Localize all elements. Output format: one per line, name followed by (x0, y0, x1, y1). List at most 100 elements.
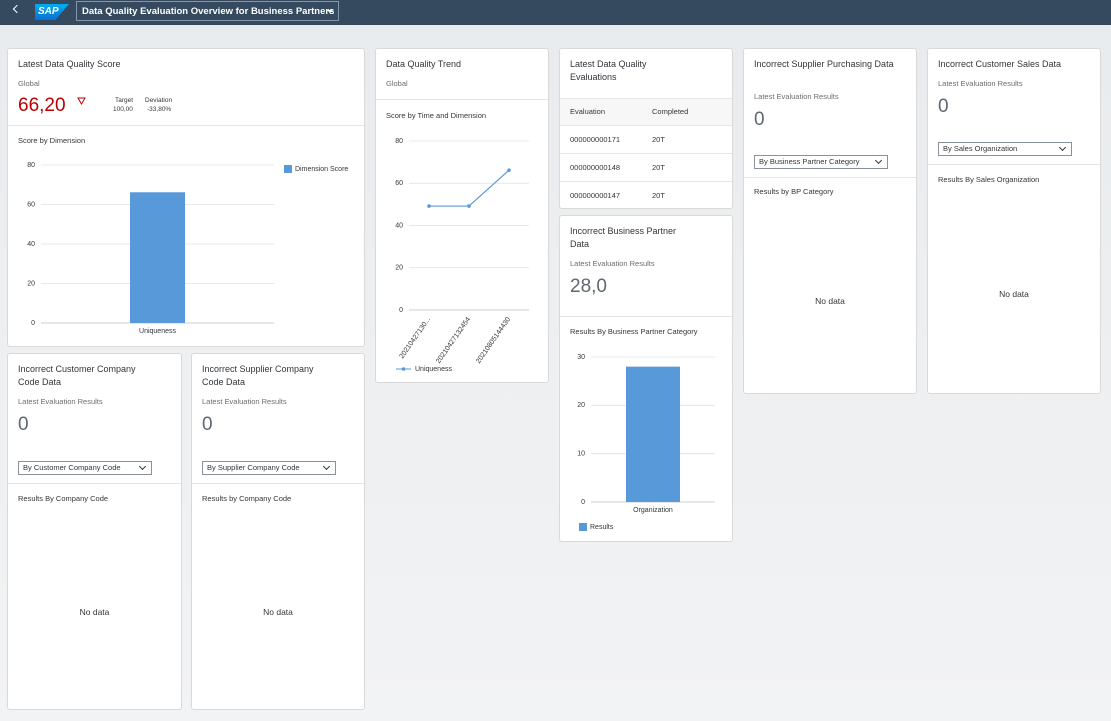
kpi: 28,0 (570, 276, 607, 297)
dropdown[interactable]: By Business Partner Category (754, 155, 888, 169)
card-title: Incorrect Customer Sales Data (938, 59, 1062, 69)
trend-down-icon (77, 97, 86, 105)
y-tick-label: 10 (577, 451, 585, 458)
customer-sales-card[interactable]: Incorrect Customer Sales Data Latest Eva… (927, 48, 1101, 394)
card-subtitle: Global (18, 79, 40, 88)
y-tick-label: 30 (577, 354, 585, 361)
legend-label: Dimension Score (295, 166, 348, 173)
bp-card[interactable]: Incorrect Business Partner Data Latest E… (559, 215, 733, 542)
trend-card[interactable]: Data Quality Trend Global Score by Time … (375, 48, 549, 383)
legend-swatch (284, 165, 292, 173)
back-button[interactable] (12, 4, 22, 14)
supplier-purchasing-card[interactable]: Incorrect Supplier Purchasing Data Lates… (743, 48, 917, 394)
y-tick-label: 20 (27, 280, 35, 287)
y-tick-label: 60 (395, 180, 403, 187)
kpi: 0 (754, 109, 765, 130)
table-header: Evaluation Completed (560, 98, 732, 125)
table-row[interactable]: 000000000148 20T (560, 153, 732, 182)
legend-swatch (579, 523, 587, 531)
separator (560, 316, 732, 317)
score-card[interactable]: Latest Data Quality Score Global 66,20 T… (7, 48, 365, 347)
card-subtitle: Latest Evaluation Results (754, 92, 839, 101)
card-title: Data Quality Trend (386, 59, 462, 69)
target-value: 100,00 (113, 106, 133, 113)
section-title: Results by BP Category (754, 187, 834, 196)
x-tick-label: Uniqueness (139, 328, 176, 335)
card-subtitle: Latest Evaluation Results (570, 259, 655, 268)
line (429, 169, 510, 207)
kpi: 0 (18, 414, 29, 435)
cell: 20T (652, 163, 665, 172)
legend-label: Uniqueness (415, 366, 452, 373)
y-tick-label: 20 (395, 265, 403, 272)
customer-company-code-card[interactable]: Incorrect Customer Company Code Data Lat… (7, 353, 182, 710)
legend-point (401, 367, 406, 371)
line-chart: 0 20 40 60 80 20210427130... 20210427132454 202… (395, 138, 529, 373)
y-tick-label: 0 (581, 499, 585, 506)
dropdown[interactable]: By Customer Company Code (18, 461, 152, 475)
card-title: Incorrect Supplier Purchasing Data (754, 59, 894, 69)
separator (8, 483, 181, 484)
point (507, 168, 511, 172)
card-title: Incorrect Business Partner Data (570, 226, 677, 249)
evaluations-card[interactable]: Latest Data Quality Evaluations Evaluati… (559, 48, 733, 209)
section-title: Results By Company Code (18, 494, 109, 503)
target-label: Target (115, 97, 134, 104)
logo[interactable]: SAP (35, 4, 69, 20)
card-subtitle: Latest Evaluation Results (18, 397, 103, 406)
y-tick-label: 60 (27, 201, 35, 208)
y-tick-label: 40 (27, 241, 35, 248)
separator (192, 483, 364, 484)
y-tick-label: 80 (395, 138, 403, 145)
card-subtitle: Latest Evaluation Results (938, 79, 1023, 88)
no-data: No data (999, 289, 1029, 299)
no-data: No data (263, 607, 293, 617)
card-title: Latest Data Quality Score (18, 59, 121, 69)
x-tick-label: 20210805144430 (475, 316, 512, 365)
bar-chart: 0 20 40 60 80 Uniqueness Dimension Score (27, 162, 348, 335)
bar (626, 366, 680, 502)
y-tick-label: 0 (399, 307, 403, 314)
cell: 20T (652, 191, 665, 200)
card-title: Incorrect Supplier Company Code Data (202, 364, 314, 387)
card-title: Latest Data Quality Evaluations (570, 59, 647, 82)
bar (130, 192, 185, 323)
separator (928, 164, 1100, 165)
x-tick-label: 20210427130... (398, 316, 432, 360)
separator (744, 177, 916, 178)
cell: 20T (652, 135, 665, 144)
column-header: Evaluation (570, 107, 606, 116)
kpi: 66,20 (18, 95, 66, 116)
x-tick-label: 20210427132454 (435, 316, 472, 365)
y-tick-label: 80 (27, 162, 35, 169)
separator (376, 99, 548, 100)
column-header: Completed (652, 107, 689, 116)
no-data: No data (815, 296, 845, 306)
chart-title: Score by Time and Dimension (386, 111, 487, 120)
card-title: Incorrect Customer Company Code Data (18, 364, 136, 387)
deviation-label: Deviation (145, 97, 173, 104)
point (467, 204, 471, 208)
card-subtitle: Global (386, 79, 408, 88)
table-row[interactable]: 000000000147 20T (560, 181, 732, 208)
shell-bar: SAP Data Quality Evaluation Overview for… (0, 0, 1111, 25)
no-data: No data (79, 607, 110, 617)
section-title: Results by Company Code (202, 494, 292, 503)
deviation-value: -33,80% (147, 106, 172, 113)
dropdown[interactable]: By Supplier Company Code (202, 461, 336, 475)
y-tick-label: 20 (577, 402, 585, 409)
cell: 000000000171 (570, 135, 621, 144)
cell: 000000000148 (570, 163, 621, 172)
dropdown[interactable]: By Sales Organization (938, 142, 1072, 156)
chart-title: Results By Business Partner Category (570, 327, 698, 336)
y-tick-label: 40 (395, 222, 403, 229)
app-title[interactable]: Data Quality Evaluation Overview for Bus… (76, 1, 339, 21)
kpi: 0 (938, 96, 949, 117)
card-subtitle: Latest Evaluation Results (202, 397, 287, 406)
bar-chart: 0 10 20 30 Organization Results (577, 354, 715, 531)
y-tick-label: 0 (31, 320, 35, 327)
table-row[interactable]: 000000000171 20T (560, 125, 732, 154)
supplier-company-code-card[interactable]: Incorrect Supplier Company Code Data Lat… (191, 353, 365, 710)
kpi: 0 (202, 414, 213, 435)
